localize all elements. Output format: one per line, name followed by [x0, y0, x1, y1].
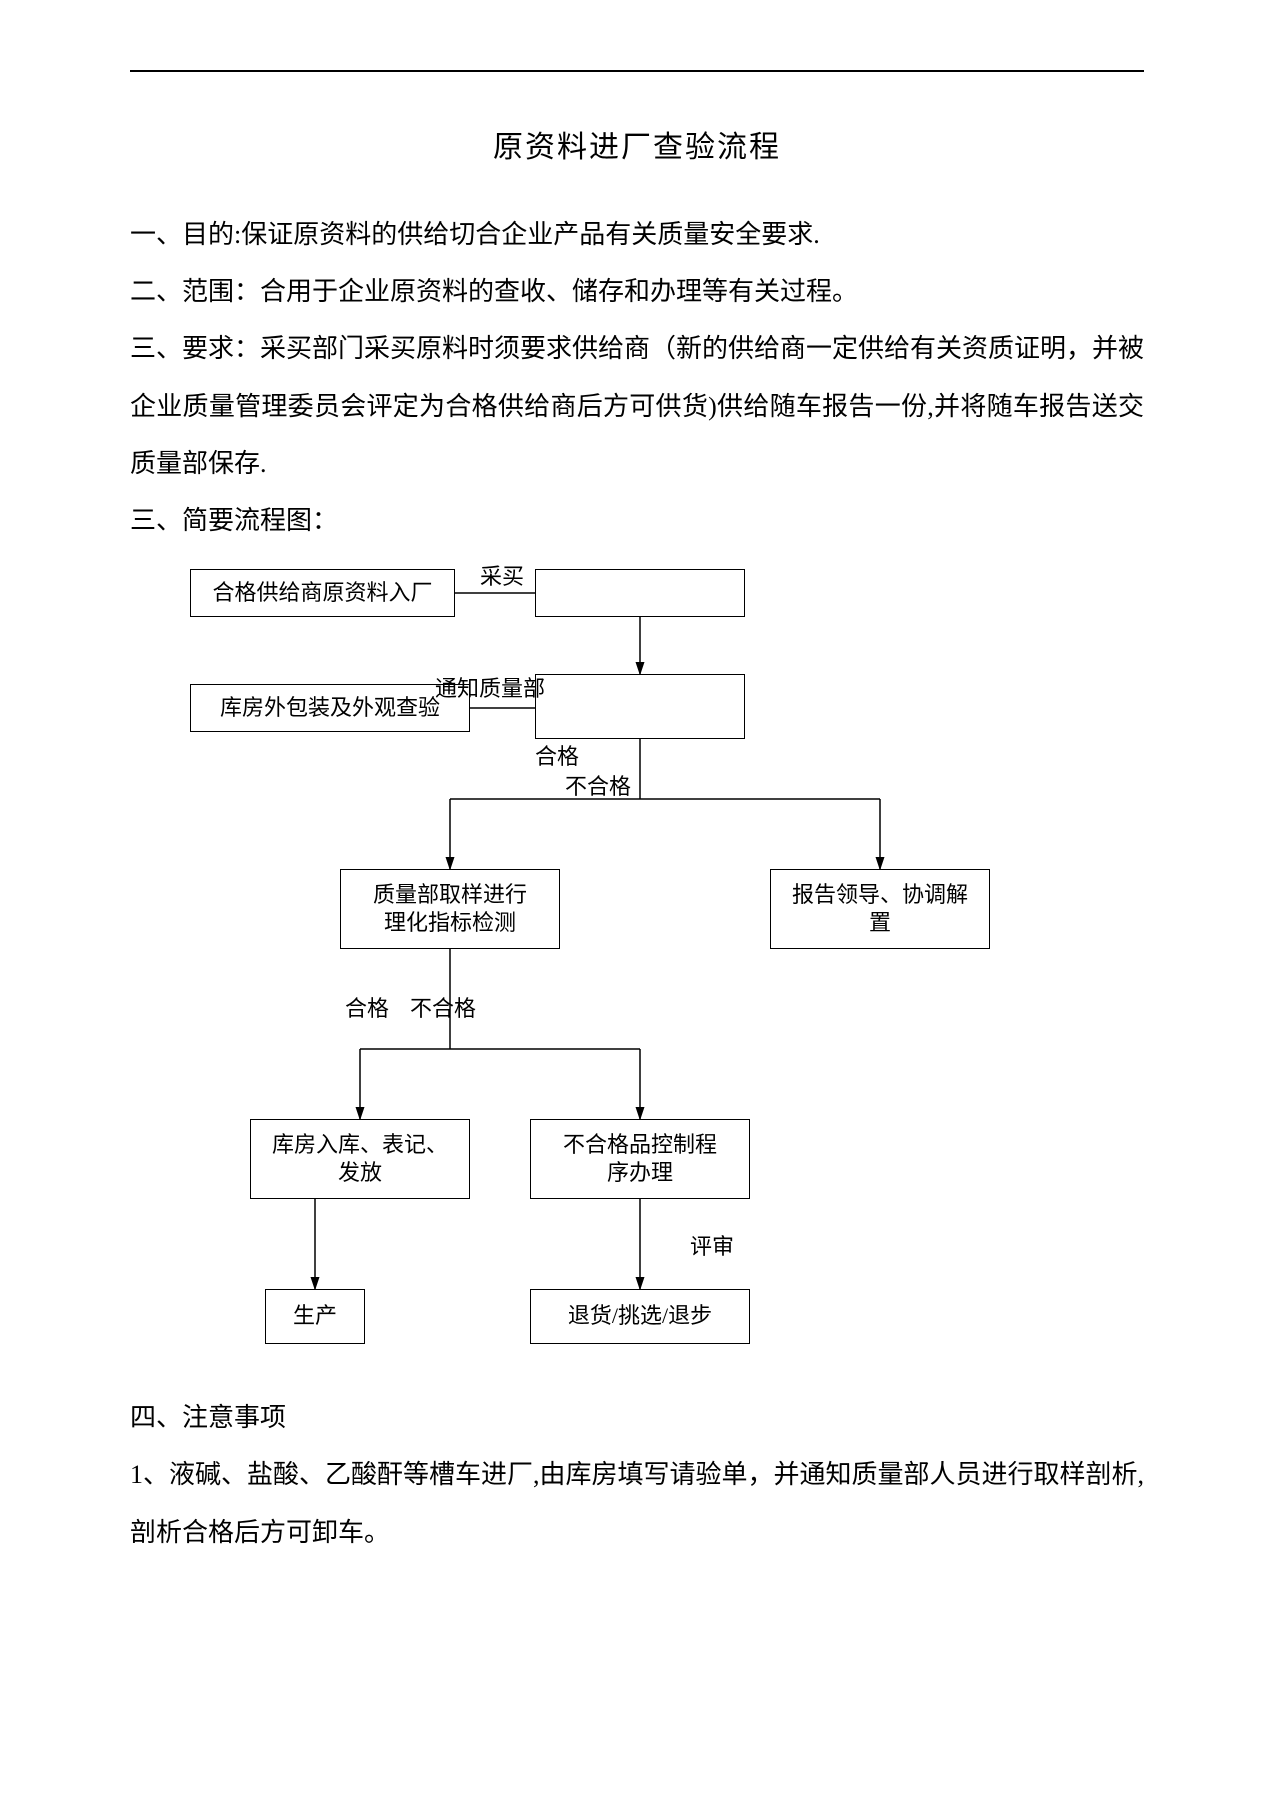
- flow-node-n5: 质量部取样进行理化指标检测: [340, 869, 560, 949]
- paragraph-notes-heading: 四、注意事项: [130, 1389, 1144, 1446]
- flow-node-n10: 退货/挑选/退步: [530, 1289, 750, 1344]
- flow-edge-label-l7: 评审: [690, 1229, 734, 1261]
- flow-edge-label-l3: 合格: [535, 739, 579, 771]
- flow-node-n2: [535, 569, 745, 617]
- paragraph-scope: 二、范围：合用于企业原资料的查收、储存和办理等有关过程。: [130, 263, 1144, 320]
- flow-edge-label-l5: 合格: [345, 991, 389, 1023]
- page-title: 原资料进厂查验流程: [130, 122, 1144, 166]
- flow-node-n6: 报告领导、协调解置: [770, 869, 990, 949]
- flow-node-n1: 合格供给商原资料入厂: [190, 569, 455, 617]
- flow-node-n4: [535, 674, 745, 739]
- flow-edge-label-l6: 不合格: [410, 991, 476, 1023]
- flowchart-container: 合格供给商原资料入厂库房外包装及外观查验质量部取样进行理化指标检测 报告领导、协调…: [130, 559, 1130, 1379]
- paragraph-requirements: 三、要求：采买部门采买原料时须要求供给商（新的供给商一定供给有关资质证明，并被企…: [130, 320, 1144, 492]
- flow-edge-label-l4: 不合格: [565, 769, 631, 801]
- flow-node-n8: 不合格品控制程序办理: [530, 1119, 750, 1199]
- paragraph-note-1: 1、液碱、盐酸、乙酸酐等槽车进厂,由库房填写请验单，并通知质量部人员进行取样剖析…: [130, 1446, 1144, 1560]
- flow-edge-label-l1: 采买: [480, 559, 524, 591]
- top-rule: [130, 70, 1144, 72]
- paragraph-flow-heading: 三、简要流程图：: [130, 492, 1144, 549]
- flow-node-n9: 生产: [265, 1289, 365, 1344]
- flow-node-n3: 库房外包装及外观查验: [190, 684, 470, 732]
- document-page: 原资料进厂查验流程 一、目的:保证原资料的供给切合企业产品有关质量安全要求. 二…: [0, 0, 1274, 1621]
- flow-node-n7: 库房入库、表记、发放: [250, 1119, 470, 1199]
- paragraph-purpose: 一、目的:保证原资料的供给切合企业产品有关质量安全要求.: [130, 206, 1144, 263]
- flow-edge-label-l2: 通知质量部: [435, 671, 545, 703]
